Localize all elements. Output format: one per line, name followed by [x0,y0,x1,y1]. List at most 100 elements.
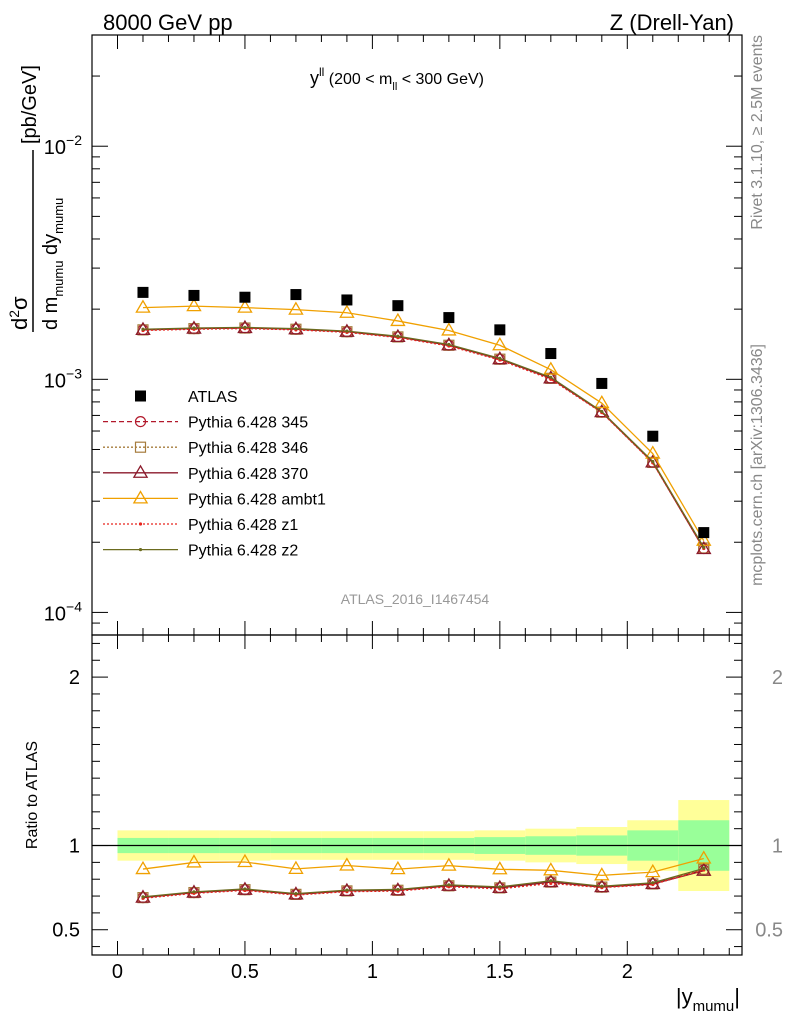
ratio-series-point [288,860,304,874]
ratio-series-point [498,885,502,889]
x-tick-label: 2 [622,961,633,983]
data-point [392,300,404,312]
series-line [142,326,705,548]
series-point [339,304,355,318]
data-point [596,377,608,389]
data-point [545,348,557,360]
collision-label: 8000 GeV pp [103,10,233,35]
legend-marker [138,522,143,526]
y-tick-label: 10−3 [44,365,82,392]
series-point [390,312,406,327]
y-tick-exponent: −3 [66,365,82,381]
ratio-series-point [441,857,457,871]
data-point [188,289,200,301]
ratio-series-point [186,854,202,868]
legend: ATLAS Pythia 6.428 345 Pythia 6.428 346 Pyt… [103,389,326,560]
legend-marker [134,441,147,453]
ratio-tick-label-right: 1 [772,836,783,858]
legend-label: Pythia 6.428 ambt1 [188,491,326,508]
svg-text:|ymumu|: |ymumu| [676,984,740,1015]
svg-text:d2σ: d2σ [6,296,32,330]
main-series-layer [135,286,712,555]
ratio-series-line [142,857,704,877]
series-point [594,403,610,418]
legend-marker [134,416,147,428]
data-point [239,291,251,303]
ratio-series-point [135,860,151,875]
ratio-series-point [651,881,655,885]
y-tick-label: 10−2 [44,132,82,159]
ratio-series-point [141,895,145,899]
main-panel: 10−410−310−2 [44,34,743,636]
svg-text:[pb/GeV]: [pb/GeV] [19,65,41,144]
x-tick-label: 1.5 [486,961,514,983]
ratio-series-line [142,868,704,899]
ratio-tick-label-right: 0.5 [755,920,783,942]
y-tick-label: 10−4 [44,598,82,625]
data-point [494,324,506,336]
ratio-series-point [345,888,349,892]
legend-marker [132,490,149,504]
ratio-series-point [243,887,247,891]
series-point [243,325,247,329]
ratio-series-point [702,866,706,871]
data-point [137,286,149,298]
mcplots-label: mcplots.cern.ch [arXiv:1306.3436] [749,344,766,586]
legend-marker [138,548,143,552]
ratio-series-point [447,883,451,887]
x-tick-label: 0 [112,961,123,983]
series-point [294,327,298,331]
series-point [288,301,304,315]
series-point [594,394,610,409]
analysis-id-watermark: ATLAS_2016_I1467454 [341,591,490,607]
series-point [543,370,559,384]
series-point [543,361,559,375]
legend-label: Pythia 6.428 345 [188,415,308,432]
data-point [290,289,302,301]
ratio-frame [91,634,743,956]
series-point [702,545,706,550]
series-point [645,454,661,468]
x-axis-label: |ymumu| [676,984,740,1015]
ratio-series-point [192,890,196,894]
legend-label: Pythia 6.428 346 [188,440,308,457]
ratio-series-point [237,853,253,868]
series-point [237,299,253,313]
ratio-series-point [549,881,553,885]
legend-data-marker [135,390,146,402]
series-point [345,329,349,333]
legend-label: Pythia 6.428 370 [188,466,308,483]
ratio-series-line [142,869,704,899]
y-tick-base: 10 [44,603,66,625]
ratio-series-point [390,860,406,875]
y-tick-base: 10 [44,137,66,159]
ratio-tick-label-left: 1 [69,836,80,858]
ratio-series-point [696,850,712,864]
data-point [341,294,353,306]
rivet-version-label: Rivet 3.1.10, ≥ 2.5M events [749,35,766,230]
series-line [142,327,705,549]
series-point [441,322,457,336]
ratio-y-ticks: 0.5 0.5 1 1 2 2 [52,642,783,948]
series-point [186,297,202,312]
series-point [192,326,196,330]
x-tick-label: 1 [367,961,378,983]
series-line [142,327,705,549]
ratio-panel: 0 0.5 1 1.5 2 0.5 0.5 1 1 2 2 [52,634,783,983]
series-line [142,327,705,549]
series-point [447,342,451,347]
svg-text:d mmumu dymumu: d mmumu dymumu [40,198,66,330]
ratio-series-point [543,862,559,876]
legend-marker [132,464,149,478]
series-point [696,540,712,555]
data-point [647,430,659,442]
ratio-series-point [339,857,355,871]
x-tick-label: 0.5 [231,961,259,983]
ratio-series-point [645,863,661,878]
ratio-series-point [594,867,610,881]
legend-label: Pythia 6.428 z2 [188,543,298,560]
panel-title: yll (200 < mll < 300 GeV) [310,65,484,93]
process-label: Z (Drell-Yan) [610,10,734,35]
y-tick-exponent: −4 [66,598,82,614]
